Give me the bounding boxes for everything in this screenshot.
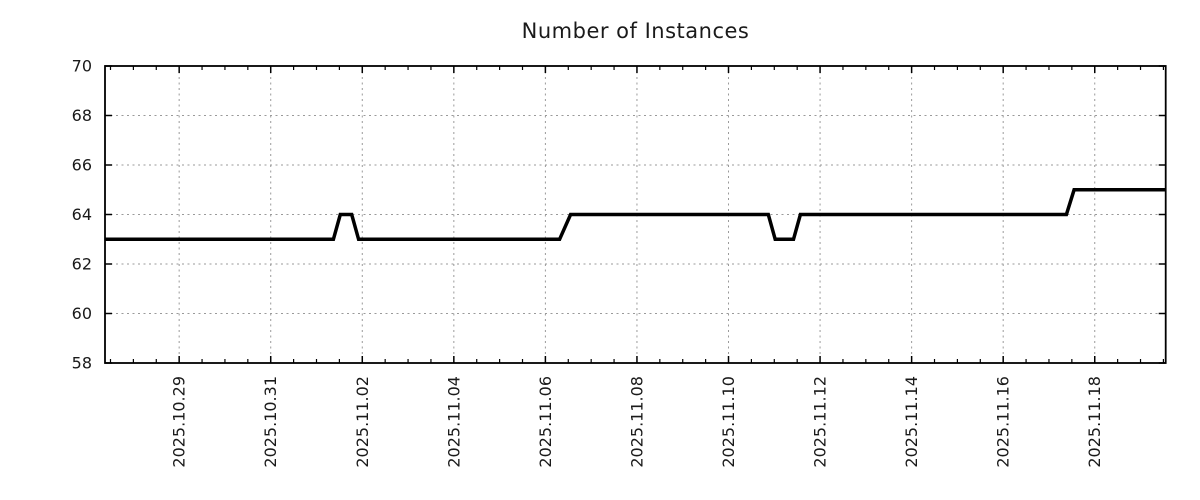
x-axis-tick-labels: 2025.10.29 2025.10.31 2025.11.02 2025.11.04… [170, 376, 1105, 468]
chart-title: Number of Instances [521, 19, 750, 43]
y-tick-label: 62 [72, 255, 92, 274]
x-tick-label: 2025.11.04 [444, 376, 463, 468]
y-tick-label: 68 [72, 106, 92, 125]
x-tick-label: 2025.10.31 [261, 376, 280, 468]
x-tick-label: 2025.11.06 [536, 376, 555, 468]
x-tick-label: 2025.11.02 [353, 376, 372, 468]
y-tick-label: 58 [72, 354, 92, 373]
axis-ticks [105, 65, 1166, 364]
y-tick-label: 60 [72, 304, 92, 323]
y-tick-label: 70 [72, 57, 92, 76]
y-axis-tick-labels: 58 60 62 64 66 68 70 [72, 57, 92, 373]
x-tick-label: 2025.11.14 [902, 376, 921, 468]
y-tick-label: 66 [72, 156, 92, 175]
series-line-instances [105, 188, 1166, 242]
x-tick-label: 2025.11.18 [1085, 376, 1104, 468]
x-tick-label: 2025.11.16 [994, 376, 1013, 468]
x-tick-label: 2025.11.12 [811, 376, 830, 468]
x-tick-label: 2025.11.10 [719, 376, 738, 468]
x-tick-label: 2025.11.08 [627, 376, 646, 468]
y-tick-label: 64 [72, 205, 92, 224]
x-tick-label: 2025.10.29 [170, 376, 189, 468]
